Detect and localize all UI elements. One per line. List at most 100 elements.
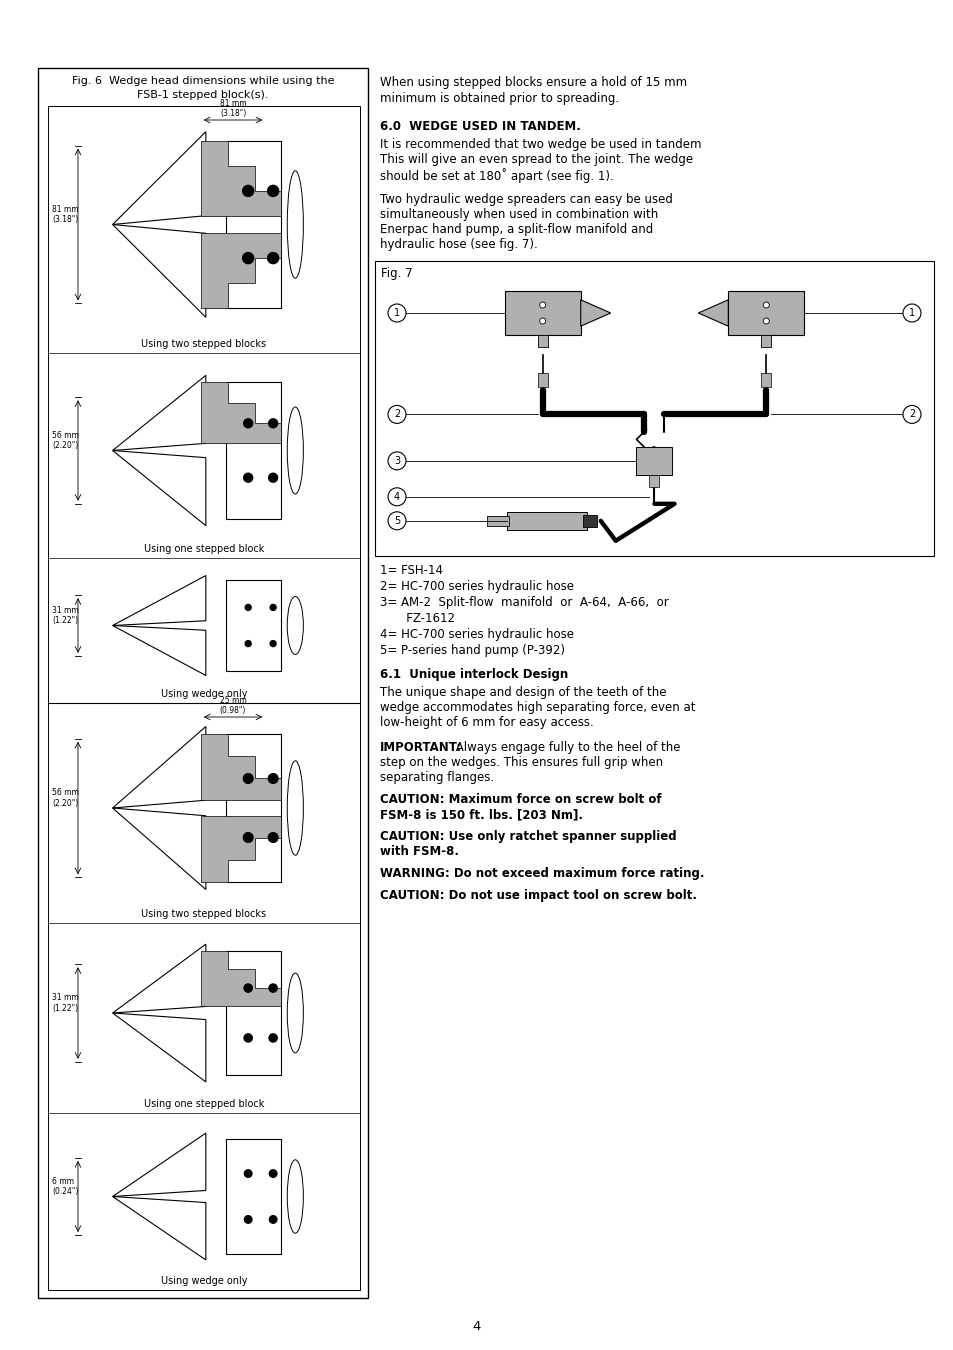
Polygon shape <box>200 382 281 443</box>
Text: 31 mm
(1.22"): 31 mm (1.22") <box>52 994 79 1012</box>
Circle shape <box>269 984 277 992</box>
Bar <box>727 292 803 335</box>
Text: 6.1  Unique interlock Design: 6.1 Unique interlock Design <box>379 668 568 680</box>
Text: 6.0  WEDGE USED IN TANDEM.: 6.0 WEDGE USED IN TANDEM. <box>379 120 580 134</box>
Text: low-height of 6 mm for easy access.: low-height of 6 mm for easy access. <box>379 716 593 729</box>
Text: 81 mm
(3.18"): 81 mm (3.18") <box>219 99 246 117</box>
Polygon shape <box>200 734 281 801</box>
Circle shape <box>902 304 920 323</box>
Polygon shape <box>112 809 206 890</box>
Text: CAUTION: Maximum force on screw bolt of: CAUTION: Maximum force on screw bolt of <box>379 792 661 806</box>
Text: Enerpac hand pump, a split-flow manifold and: Enerpac hand pump, a split-flow manifold… <box>379 223 653 236</box>
Circle shape <box>245 641 251 647</box>
Text: When using stepped blocks ensure a hold of 15 mm: When using stepped blocks ensure a hold … <box>379 76 686 89</box>
Bar <box>760 335 770 347</box>
Polygon shape <box>112 224 206 317</box>
Text: 4= HC-700 series hydraulic hose: 4= HC-700 series hydraulic hose <box>379 628 574 641</box>
Text: 56 mm
(2.20"): 56 mm (2.20") <box>52 788 79 807</box>
Text: 2: 2 <box>908 409 914 420</box>
Text: 25 mm
(0.98"): 25 mm (0.98") <box>219 695 246 716</box>
Bar <box>226 734 281 882</box>
Bar <box>226 140 281 309</box>
Text: Two hydraulic wedge spreaders can easy be used: Two hydraulic wedge spreaders can easy b… <box>379 193 672 207</box>
Text: Fig. 6  Wedge head dimensions while using the: Fig. 6 Wedge head dimensions while using… <box>71 76 334 86</box>
Circle shape <box>902 405 920 424</box>
Circle shape <box>269 1216 276 1223</box>
Text: Fig. 7: Fig. 7 <box>380 267 413 279</box>
Text: Using two stepped blocks: Using two stepped blocks <box>141 339 266 350</box>
Circle shape <box>243 833 253 842</box>
Text: It is recommended that two wedge be used in tandem: It is recommended that two wedge be used… <box>379 138 700 151</box>
Bar <box>582 514 597 526</box>
Bar <box>48 107 359 1291</box>
Text: Using one stepped block: Using one stepped block <box>144 1099 264 1108</box>
Ellipse shape <box>287 1160 303 1233</box>
Text: Using wedge only: Using wedge only <box>161 1276 247 1287</box>
Text: with FSM-8.: with FSM-8. <box>379 845 458 859</box>
Circle shape <box>242 185 253 197</box>
Text: 4: 4 <box>394 491 399 502</box>
Bar <box>226 950 281 1076</box>
Circle shape <box>269 474 277 482</box>
Bar <box>226 382 281 518</box>
Polygon shape <box>698 300 727 327</box>
Circle shape <box>243 418 253 428</box>
Circle shape <box>270 641 275 647</box>
Circle shape <box>388 487 406 506</box>
Circle shape <box>762 319 768 324</box>
Text: 5= P-series hand pump (P-392): 5= P-series hand pump (P-392) <box>379 644 564 657</box>
Circle shape <box>243 774 253 783</box>
Text: minimum is obtained prior to spreading.: minimum is obtained prior to spreading. <box>379 92 618 105</box>
Circle shape <box>388 452 406 470</box>
Ellipse shape <box>287 597 303 655</box>
Polygon shape <box>112 451 206 525</box>
Circle shape <box>269 1169 276 1177</box>
Polygon shape <box>112 1196 206 1260</box>
Bar <box>226 1139 281 1254</box>
Bar <box>38 68 368 1297</box>
Text: 3: 3 <box>394 456 399 466</box>
Circle shape <box>270 605 275 610</box>
Text: step on the wedges. This ensures full grip when: step on the wedges. This ensures full gr… <box>379 756 662 770</box>
Circle shape <box>269 418 277 428</box>
Text: hydraulic hose (see fig. 7).: hydraulic hose (see fig. 7). <box>379 238 537 251</box>
Text: 56 mm
(2.20"): 56 mm (2.20") <box>52 431 79 450</box>
Bar <box>537 335 547 347</box>
Circle shape <box>539 319 545 324</box>
Bar <box>649 475 659 487</box>
Circle shape <box>243 474 253 482</box>
Polygon shape <box>112 375 206 451</box>
Circle shape <box>388 512 406 529</box>
Ellipse shape <box>287 973 303 1053</box>
Circle shape <box>388 405 406 424</box>
Text: 1= FSH-14: 1= FSH-14 <box>379 564 442 576</box>
Polygon shape <box>112 575 206 625</box>
Bar <box>486 516 508 525</box>
Polygon shape <box>200 815 281 882</box>
Circle shape <box>269 1034 277 1042</box>
Text: CAUTION: Use only ratchet spanner supplied: CAUTION: Use only ratchet spanner suppli… <box>379 830 676 842</box>
Text: 1: 1 <box>394 308 399 319</box>
Text: 2= HC-700 series hydraulic hose: 2= HC-700 series hydraulic hose <box>379 580 574 593</box>
Bar <box>504 292 580 335</box>
Polygon shape <box>200 234 281 309</box>
Polygon shape <box>112 944 206 1012</box>
Circle shape <box>244 1169 252 1177</box>
Bar <box>537 373 547 387</box>
Text: Always engage fully to the heel of the: Always engage fully to the heel of the <box>452 741 679 755</box>
Text: separating flanges.: separating flanges. <box>379 771 494 784</box>
Polygon shape <box>112 1012 206 1081</box>
Circle shape <box>539 302 545 308</box>
Text: CAUTION: Do not use impact tool on screw bolt.: CAUTION: Do not use impact tool on screw… <box>379 890 697 902</box>
Bar <box>226 580 281 671</box>
Text: IMPORTANT:: IMPORTANT: <box>379 741 461 755</box>
Ellipse shape <box>287 406 303 494</box>
Circle shape <box>244 1034 252 1042</box>
Circle shape <box>242 252 253 263</box>
Circle shape <box>245 605 251 610</box>
Text: 4: 4 <box>473 1320 480 1332</box>
Text: 5: 5 <box>394 516 399 525</box>
Text: FSB-1 stepped block(s).: FSB-1 stepped block(s). <box>137 90 269 100</box>
Text: should be set at 180˚ apart (see fig. 1).: should be set at 180˚ apart (see fig. 1)… <box>379 167 613 184</box>
Text: 81 mm
(3.18"): 81 mm (3.18") <box>52 205 78 224</box>
